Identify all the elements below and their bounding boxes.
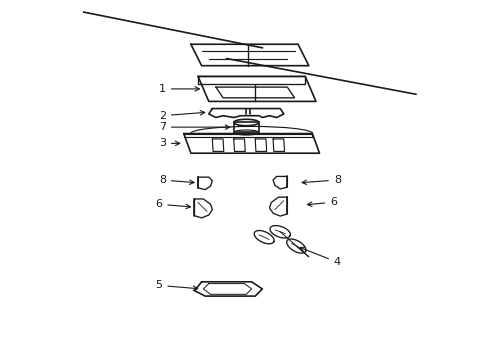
- Text: 8: 8: [159, 175, 194, 185]
- Text: 6: 6: [155, 199, 190, 209]
- Text: 3: 3: [159, 138, 180, 148]
- Text: 5: 5: [155, 280, 197, 291]
- Text: 6: 6: [307, 197, 337, 207]
- Text: 2: 2: [159, 111, 204, 121]
- Text: 4: 4: [300, 247, 340, 267]
- Text: 1: 1: [159, 84, 199, 94]
- Text: 8: 8: [302, 175, 340, 185]
- Text: 7: 7: [159, 122, 229, 132]
